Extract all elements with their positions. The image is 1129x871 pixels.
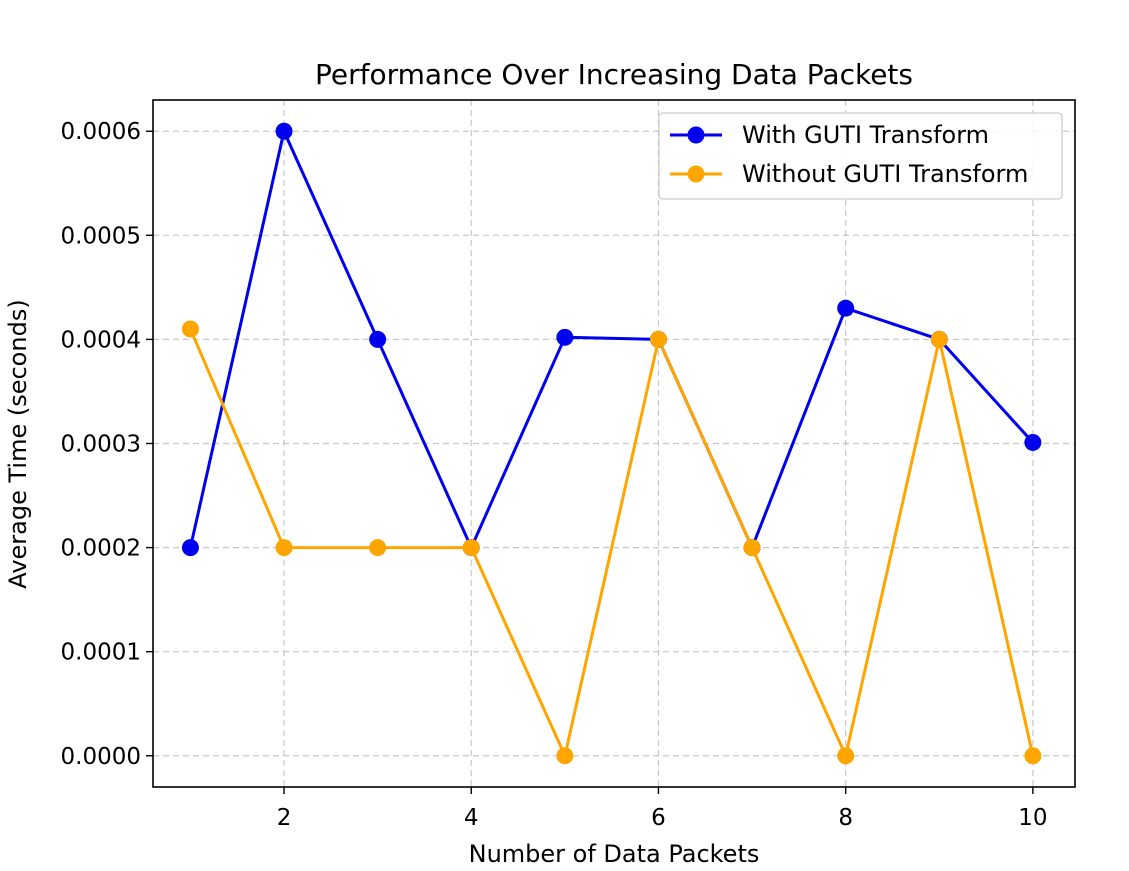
- x-tick-label: 2: [277, 805, 292, 831]
- y-tick-label: 0.0006: [61, 119, 141, 145]
- data-point: [181, 320, 199, 338]
- y-tick-label: 0.0004: [61, 327, 141, 353]
- legend-label: With GUTI Transform: [742, 121, 989, 149]
- axis-ticks: 2 4 6 8 10 0.0000 0.0001 0.0002 0.0003 0.0004 0.00…: [61, 119, 1048, 831]
- data-point: [743, 539, 761, 557]
- y-tick-label: 0.0003: [61, 432, 141, 458]
- x-tick-label: 4: [464, 805, 479, 831]
- legend-label: Without GUTI Transform: [742, 160, 1028, 188]
- x-tick-label: 8: [838, 805, 853, 831]
- series-2: [181, 320, 1042, 765]
- x-tick-label: 6: [651, 805, 666, 831]
- data-point: [1024, 747, 1042, 765]
- data-point: [181, 539, 199, 557]
- legend-marker: [687, 126, 705, 144]
- chart-title: Performance Over Increasing Data Packets: [315, 58, 913, 91]
- data-point: [649, 330, 667, 348]
- data-point: [275, 539, 293, 557]
- series-line: [189, 328, 1035, 758]
- data-point: [369, 330, 387, 348]
- data-point: [462, 539, 480, 557]
- x-axis-label: Number of Data Packets: [469, 840, 760, 868]
- series-group: [181, 122, 1042, 765]
- data-point: [556, 328, 574, 346]
- data-point: [837, 299, 855, 317]
- y-axis-label: Average Time (seconds): [4, 299, 32, 588]
- y-tick-label: 0.0002: [61, 536, 141, 562]
- legend-marker: [687, 165, 705, 183]
- x-tick-label: 10: [1018, 805, 1047, 831]
- data-point: [1024, 433, 1042, 451]
- data-point: [930, 330, 948, 348]
- data-point: [369, 539, 387, 557]
- data-point: [556, 747, 574, 765]
- data-point: [275, 122, 293, 140]
- legend-box: [658, 112, 1063, 200]
- legend: With GUTI Transform Without GUTI Transfor…: [658, 112, 1063, 200]
- y-tick-label: 0.0005: [61, 223, 141, 249]
- series-line: [188, 129, 1035, 550]
- y-tick-label: 0.0000: [61, 744, 141, 770]
- y-tick-label: 0.0001: [61, 640, 141, 666]
- data-point: [837, 747, 855, 765]
